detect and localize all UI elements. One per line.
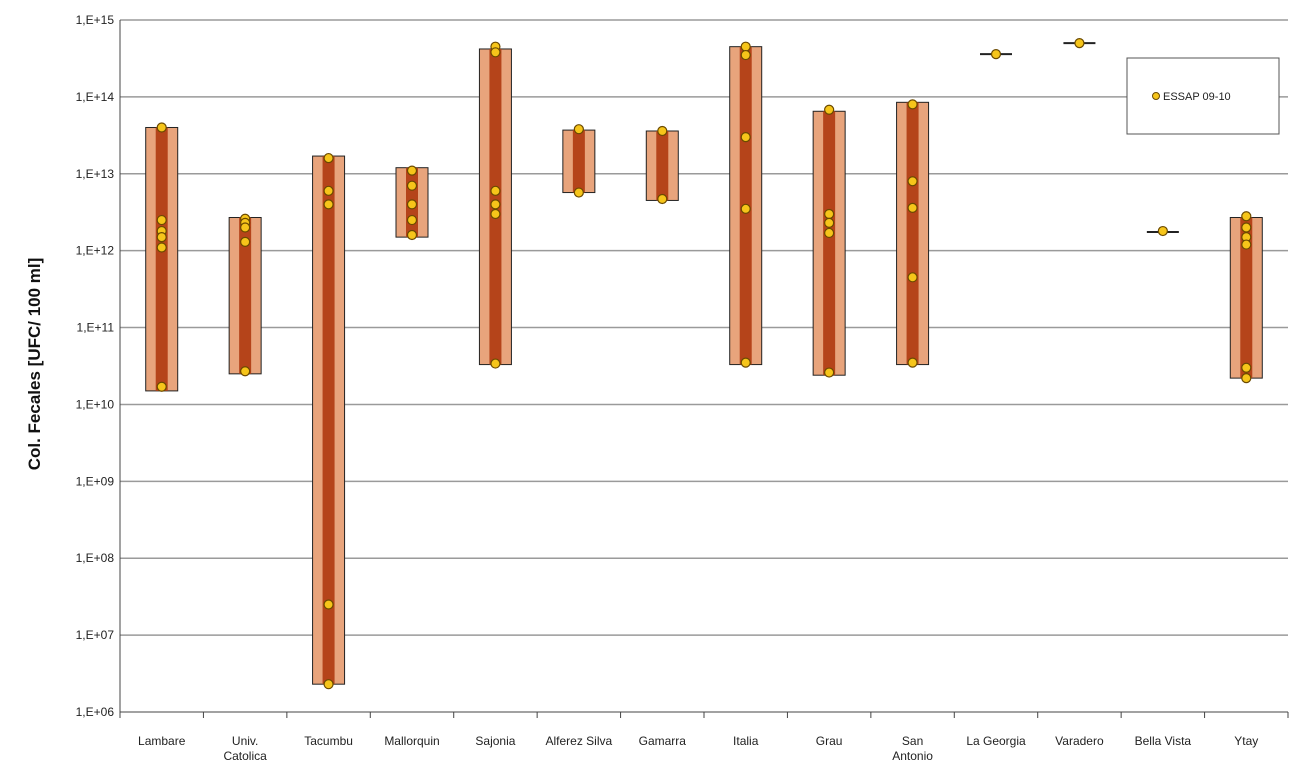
y-tick-label: 1,E+09 — [76, 474, 115, 488]
data-point — [740, 41, 751, 52]
data-point — [240, 222, 251, 233]
y-tick-label: 1,E+12 — [76, 244, 115, 258]
range-bar — [145, 126, 179, 392]
data-point — [1157, 225, 1168, 237]
data-point — [907, 357, 918, 368]
x-tick-label: Bella Vista — [1135, 734, 1192, 748]
data-point — [406, 214, 418, 226]
data-point — [573, 187, 584, 198]
data-point — [323, 679, 334, 690]
x-tick-label: Mallorquin — [384, 734, 439, 748]
data-point — [1241, 211, 1252, 222]
data-point — [323, 599, 334, 610]
data-point — [657, 125, 668, 137]
data-point — [907, 272, 918, 283]
data-point — [824, 104, 835, 115]
range-bar — [562, 129, 596, 194]
axes: 1,E+06 1,E+07 1,E+08 1,E+09 1,E+10 1,E+11 1,E+… — [76, 13, 1289, 763]
data-point — [156, 232, 167, 243]
x-tick-label: Alferez Silva — [546, 734, 613, 748]
x-tick-label: Tacumbu — [304, 734, 353, 748]
data-point — [406, 165, 418, 176]
x-tick-label: Univ. Catolica — [223, 734, 267, 763]
data-point — [907, 202, 918, 213]
y-tick-label: 1,E+15 — [76, 13, 115, 27]
data-point — [657, 193, 668, 205]
x-tick-label: San Antonio — [892, 734, 933, 763]
y-tick-label: 1,E+11 — [77, 321, 115, 335]
data-point — [406, 180, 418, 191]
x-tick-label: Sajonia — [475, 734, 515, 748]
legend-marker-icon — [1152, 92, 1160, 100]
x-tick-label: Grau — [816, 734, 843, 748]
data-point — [740, 49, 751, 61]
data-point — [1241, 222, 1252, 233]
legend-label: ESSAP 09-10 — [1163, 91, 1231, 103]
data-point — [824, 227, 835, 239]
data-point — [1241, 373, 1252, 384]
y-tick-label: 1,E+13 — [76, 167, 115, 181]
x-tick-label: Gamarra — [639, 734, 687, 748]
range-bar — [896, 101, 930, 366]
sample-points — [156, 38, 1252, 690]
range-bar — [812, 110, 846, 376]
data-point — [1241, 239, 1252, 250]
y-tick-label: 1,E+08 — [76, 551, 115, 565]
data-point — [740, 357, 751, 368]
data-point — [323, 199, 334, 210]
data-point — [740, 131, 751, 143]
data-point — [156, 122, 167, 133]
y-tick-label: 1,E+06 — [76, 705, 115, 719]
y-tick-label: 1,E+07 — [76, 628, 115, 642]
data-point — [740, 203, 751, 214]
data-point — [323, 185, 334, 196]
data-point — [907, 176, 918, 187]
data-point — [490, 199, 501, 210]
data-point — [573, 124, 584, 135]
data-point — [323, 152, 334, 164]
legend: ESSAP 09-10 — [1126, 57, 1280, 135]
data-point — [824, 367, 835, 378]
range-bar — [312, 155, 346, 685]
data-point — [406, 199, 418, 210]
data-point — [490, 208, 501, 220]
data-point — [907, 99, 918, 110]
x-tick-label: Italia — [733, 734, 759, 748]
y-axis-label: Col. Fecales [UFC/ 100 ml] — [25, 258, 44, 471]
range-bar — [645, 130, 679, 201]
data-point — [1241, 362, 1252, 373]
x-tick-label: Lambare — [138, 734, 186, 748]
range-bars — [145, 42, 1263, 685]
x-tick-label: Ytay — [1234, 734, 1258, 748]
data-point — [156, 242, 167, 253]
data-point — [240, 236, 251, 248]
x-tick-label: La Georgia — [966, 734, 1026, 748]
data-point — [156, 214, 167, 226]
y-tick-label: 1,E+10 — [76, 397, 115, 411]
x-tick-label: Varadero — [1055, 734, 1104, 748]
data-point — [824, 208, 835, 220]
y-tick-label: 1,E+14 — [76, 90, 115, 104]
data-point — [490, 185, 501, 196]
data-point — [490, 47, 501, 58]
grid-lines — [120, 19, 1288, 636]
data-point — [490, 358, 501, 369]
data-point — [1074, 38, 1085, 49]
data-point — [406, 229, 418, 241]
data-point — [990, 49, 1002, 60]
data-point — [240, 366, 251, 377]
data-point — [156, 381, 167, 392]
data-point — [824, 217, 835, 228]
